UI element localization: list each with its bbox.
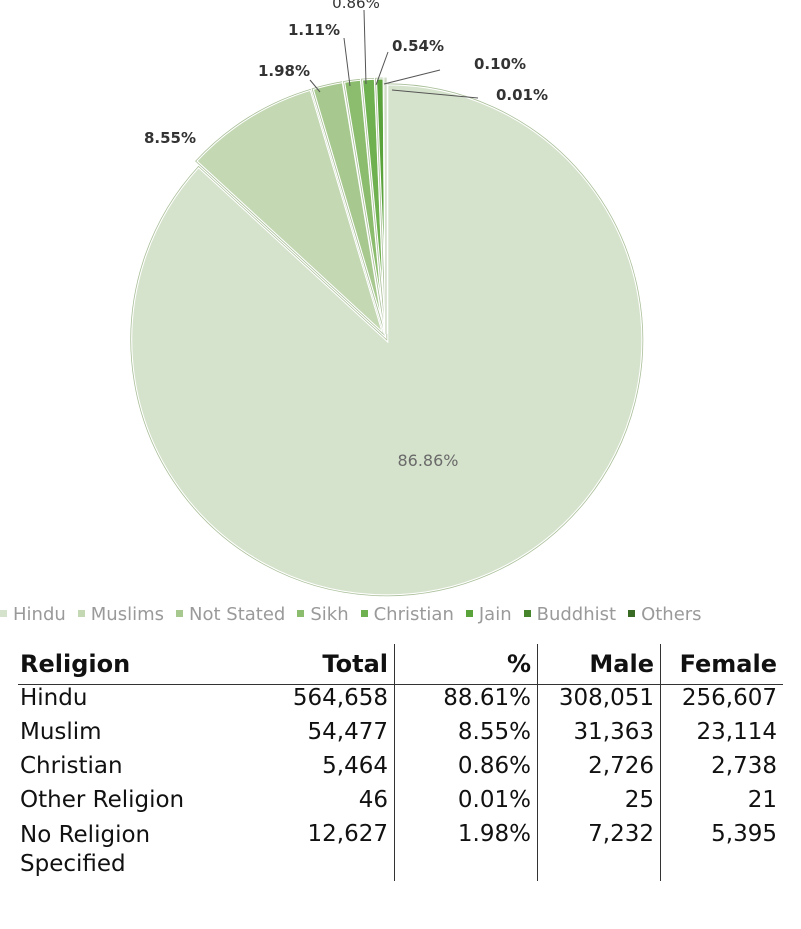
pie-slice-outline <box>195 88 385 336</box>
col-header-male: Male <box>537 644 661 685</box>
cell-total: 46 <box>286 787 395 821</box>
cell-female: 21 <box>747 787 777 813</box>
cell-total: 564,658 <box>286 684 395 719</box>
slice-label-christian: 0.86% <box>332 0 380 12</box>
religion-table: Religion Total % Male Female Hindu 564,65… <box>18 644 798 924</box>
slice-label-buddhist: 0.10% <box>474 55 526 73</box>
cell-percent: 0.01% <box>394 787 538 821</box>
col-header-religion: Religion <box>18 644 286 685</box>
cell-female: 5,395 <box>711 821 777 847</box>
table-row: No Religion Specified 12,627 1.98% 7,232 5,3… <box>18 821 783 881</box>
legend-label: Others <box>641 604 702 625</box>
legend-item: Hindu <box>0 604 66 625</box>
table-row: Christian 5,464 0.86% 2,726 2,738 <box>18 753 783 787</box>
slice-label-sikh: 1.11% <box>288 21 340 39</box>
col-header-total: Total <box>286 644 395 685</box>
cell-total: 5,464 <box>286 753 395 787</box>
legend-label: Muslims <box>90 604 165 625</box>
cell-religion: No Religion Specified <box>20 822 151 877</box>
cell-male: 2,726 <box>537 753 661 787</box>
legend-swatch <box>628 609 636 617</box>
legend-swatch <box>77 609 85 617</box>
slice-label-muslims: 8.55% <box>144 129 196 147</box>
cell-female: 2,738 <box>711 753 777 779</box>
slice-label-hindu: 86.86% <box>397 451 458 470</box>
cell-percent: 8.55% <box>394 719 538 753</box>
legend-item: Christian <box>360 604 454 625</box>
pie-slice-outline <box>130 83 644 597</box>
cell-religion: Christian <box>20 753 123 779</box>
legend-item: Buddhist <box>523 604 617 625</box>
cell-female: 23,114 <box>696 719 777 745</box>
cell-percent: 0.86% <box>394 753 538 787</box>
leader-line <box>375 51 389 86</box>
table-row: Hindu 564,658 88.61% 308,051 256,607 <box>18 684 783 719</box>
cell-total: 12,627 <box>286 821 395 881</box>
cell-religion: Muslim <box>20 719 102 745</box>
cell-male: 308,051 <box>537 684 661 719</box>
table-header-row: Religion Total % Male Female <box>18 644 783 685</box>
legend-label: Hindu <box>13 604 66 625</box>
pie-chart: 86.86% 8.55% 1.98% 1.11% 0.86% 0.54% 0.10% 0.01… <box>129 0 645 598</box>
cell-percent: 1.98% <box>394 821 538 881</box>
leader-line <box>343 37 351 87</box>
col-header-female: Female <box>660 644 783 685</box>
leader-line <box>309 79 321 93</box>
table-row: Muslim 54,477 8.55% 31,363 23,114 <box>18 719 783 753</box>
cell-religion: Other Religion <box>20 787 185 813</box>
legend-swatch <box>465 609 473 617</box>
legend-label: Not Stated <box>189 604 286 625</box>
legend-item: Muslims <box>77 604 165 625</box>
col-header-percent: % <box>394 644 538 685</box>
legend-label: Sikh <box>310 604 349 625</box>
cell-religion: Hindu <box>20 685 88 711</box>
legend-label: Jain <box>478 604 512 625</box>
cell-male: 31,363 <box>537 719 661 753</box>
chart-legend: Hindu Muslims Not Stated Sikh Christian Jain B… <box>0 604 801 632</box>
cell-male: 25 <box>537 787 661 821</box>
legend-item: Others <box>628 604 702 625</box>
leader-line <box>383 69 441 85</box>
cell-total: 54,477 <box>286 719 395 753</box>
leader-line <box>391 89 479 99</box>
slice-label-jain: 0.54% <box>392 37 444 55</box>
cell-female: 256,607 <box>681 685 777 711</box>
cell-male: 7,232 <box>537 821 661 881</box>
legend-swatch <box>523 609 531 617</box>
legend-swatch <box>360 609 368 617</box>
slice-label-others: 0.01% <box>496 86 548 104</box>
legend-item: Not Stated <box>176 604 285 625</box>
legend-item: Jain <box>465 604 512 625</box>
legend-label: Christian <box>373 604 454 625</box>
slice-label-not-stated: 1.98% <box>258 62 310 80</box>
cell-percent: 88.61% <box>394 684 538 719</box>
leader-line <box>363 9 367 85</box>
legend-item: Sikh <box>297 604 349 625</box>
legend-swatch <box>176 609 184 617</box>
legend-label: Buddhist <box>536 604 617 625</box>
legend-swatch <box>0 609 7 617</box>
table-row: Other Religion 46 0.01% 25 21 <box>18 787 783 821</box>
legend-swatch <box>297 609 305 617</box>
